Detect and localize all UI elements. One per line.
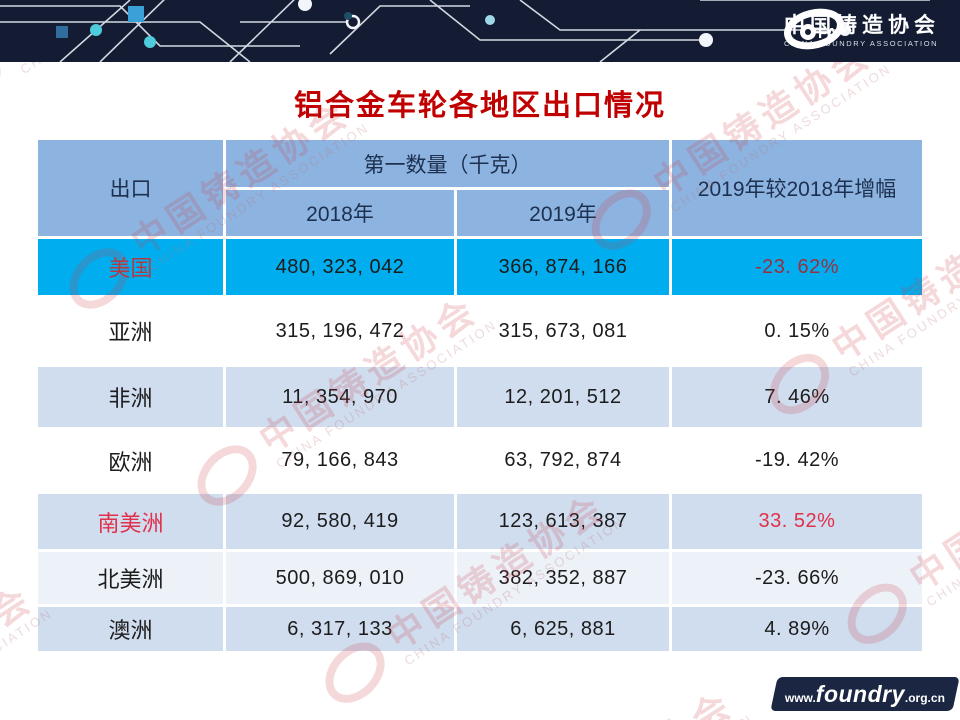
growth-cell: 33. 52% xyxy=(672,494,922,549)
region-cell: 美国 xyxy=(38,239,223,295)
col-header-quantity: 第一数量（千克） xyxy=(226,140,669,187)
cfa-logo: FA 中国铸造协会 CHINA FOUNDRY ASSOCIATION xyxy=(784,7,940,55)
region-cell: 北美洲 xyxy=(38,552,223,604)
watermark-text-en: CHINA FOUNDRY ASSOCIATION xyxy=(529,711,756,720)
page-title: 铝合金车轮各地区出口情况 xyxy=(293,90,666,122)
growth-cell: 0. 15% xyxy=(764,319,830,342)
growth-cell: 4. 89% xyxy=(672,607,922,651)
growth-cell: -19. 42% xyxy=(754,449,840,471)
value-2019-cell: 12, 201, 512 xyxy=(457,367,669,427)
export-table: 出口 第一数量（千克） 2019年较2018年增幅 2018年 2019年 美国… xyxy=(38,140,922,651)
value-2018-cell: 480, 323, 042 xyxy=(226,239,454,295)
url-suffix: .org.cn xyxy=(904,690,945,705)
value-2019-cell: 123, 613, 387 xyxy=(457,494,669,549)
value-2018-cell: 315, 196, 472 xyxy=(275,319,405,342)
value-2019-cell: 382, 352, 887 xyxy=(457,552,669,604)
watermark-text-cn: 中国铸造协会 xyxy=(508,680,748,720)
watermark-text-en: CHINA FOUNDRY ASSOCIATION xyxy=(923,455,960,610)
value-2019-cell: 315, 673, 081 xyxy=(498,319,628,342)
value-2019-cell: 6, 625, 881 xyxy=(457,607,669,651)
col-header-2019: 2019年 xyxy=(457,190,669,236)
value-2019-cell: 366, 874, 166 xyxy=(457,239,669,295)
value-2018-cell: 79, 166, 843 xyxy=(281,449,399,471)
region-cell: 南美洲 xyxy=(38,494,223,549)
watermark-text-en: CHINA FOUNDRY ASSOCIATION xyxy=(17,62,244,77)
growth-cell: -23. 62% xyxy=(672,239,922,295)
region-cell: 欧洲 xyxy=(108,449,153,475)
cfa-logo-icon: FA xyxy=(784,8,844,50)
growth-cell: 7. 46% xyxy=(672,367,922,427)
foundry-url-badge: www. foundry .org.cn xyxy=(770,677,960,711)
col-header-growth: 2019年较2018年增幅 xyxy=(672,140,922,236)
svg-text:FA: FA xyxy=(818,25,837,42)
growth-cell: -23. 66% xyxy=(672,552,922,604)
org-name-en: CHINA FOUNDRY ASSOCIATION xyxy=(784,38,939,48)
value-2018-cell: 92, 580, 419 xyxy=(226,494,454,549)
col-header-export: 出口 xyxy=(38,140,223,236)
value-2018-cell: 11, 354, 970 xyxy=(226,367,454,427)
url-www: www. xyxy=(784,690,816,705)
watermark-text-cn: 中国铸造协会 xyxy=(0,62,236,66)
col-header-2018: 2018年 xyxy=(226,190,454,236)
value-2019-cell: 63, 792, 874 xyxy=(504,449,622,471)
top-banner: FA 中国铸造协会 CHINA FOUNDRY ASSOCIATION xyxy=(0,0,960,62)
region-cell: 亚洲 xyxy=(108,320,153,345)
region-cell: 非洲 xyxy=(38,367,223,427)
org-name-cn: 中国铸造协会 xyxy=(784,13,940,37)
region-cell: 澳洲 xyxy=(38,607,223,651)
value-2018-cell: 500, 869, 010 xyxy=(226,552,454,604)
circuit-pattern-icon xyxy=(0,0,930,62)
value-2018-cell: 6, 317, 133 xyxy=(226,607,454,651)
url-main: foundry xyxy=(815,680,905,707)
